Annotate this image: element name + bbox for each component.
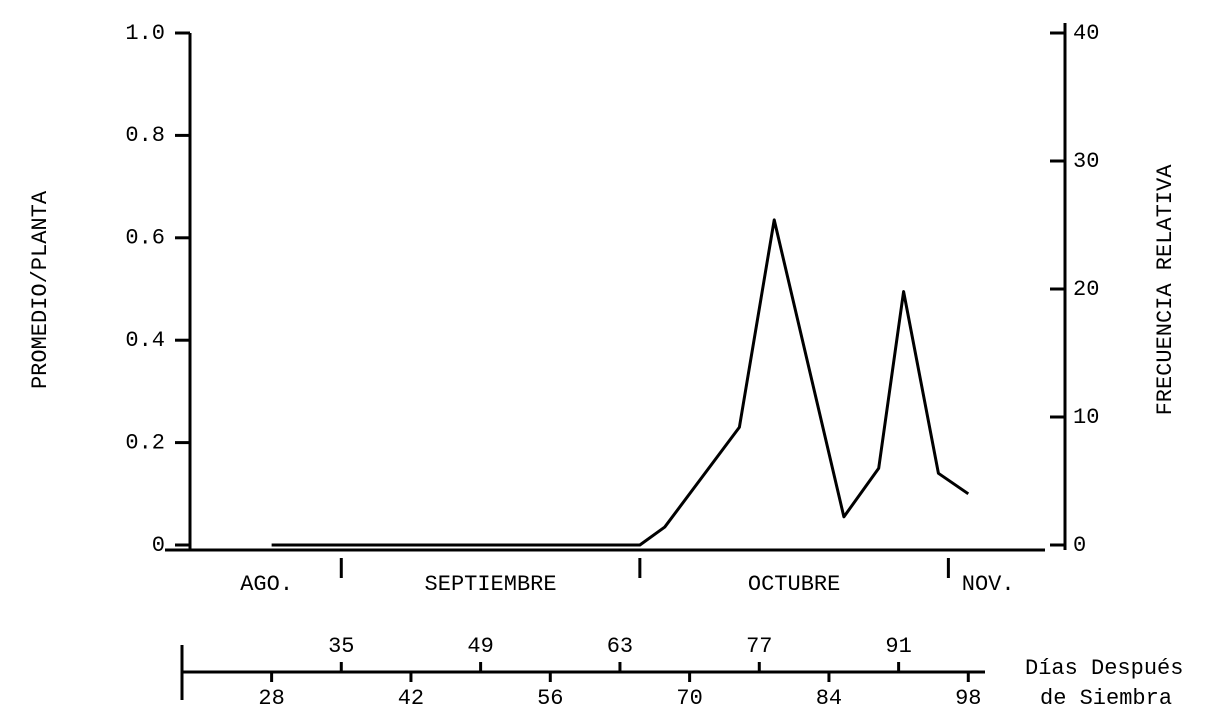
y2-tick-label: 10 xyxy=(1073,405,1099,430)
x-tick-label: 28 xyxy=(258,686,284,711)
x-tick-label: 42 xyxy=(398,686,424,711)
x-tick-label: 84 xyxy=(816,686,842,711)
y-tick-label: 1.0 xyxy=(125,21,165,46)
y-tick-label: 0 xyxy=(152,533,165,558)
x-tick-label: 49 xyxy=(467,634,493,659)
y2-tick-label: 20 xyxy=(1073,277,1099,302)
month-label: AGO. xyxy=(240,572,293,597)
x-tick-label: 98 xyxy=(955,686,981,711)
x-tick-label: 35 xyxy=(328,634,354,659)
y2-tick-label: 40 xyxy=(1073,21,1099,46)
x-tick-label: 77 xyxy=(746,634,772,659)
x-axis-label: Días Después xyxy=(1025,656,1183,681)
y-tick-label: 0.4 xyxy=(125,328,165,353)
y-axis-label: PROMEDIO/PLANTA xyxy=(28,190,53,389)
y-tick-label: 0.8 xyxy=(125,123,165,148)
x-tick-label: 56 xyxy=(537,686,563,711)
month-label: OCTUBRE xyxy=(748,572,840,597)
y2-tick-label: 30 xyxy=(1073,149,1099,174)
x-tick-label: 70 xyxy=(676,686,702,711)
x-tick-label: 91 xyxy=(885,634,911,659)
x-axis-label: de Siembra xyxy=(1040,686,1172,711)
y-tick-label: 0.6 xyxy=(125,226,165,251)
data-line xyxy=(271,218,970,547)
y-tick-label: 0.2 xyxy=(125,430,165,455)
x-tick-label: 63 xyxy=(607,634,633,659)
month-label: SEPTIEMBRE xyxy=(425,572,557,597)
y2-axis-label: FRECUENCIA RELATIVA xyxy=(1153,164,1178,416)
month-label: NOV. xyxy=(962,572,1015,597)
y2-tick-label: 0 xyxy=(1073,533,1086,558)
